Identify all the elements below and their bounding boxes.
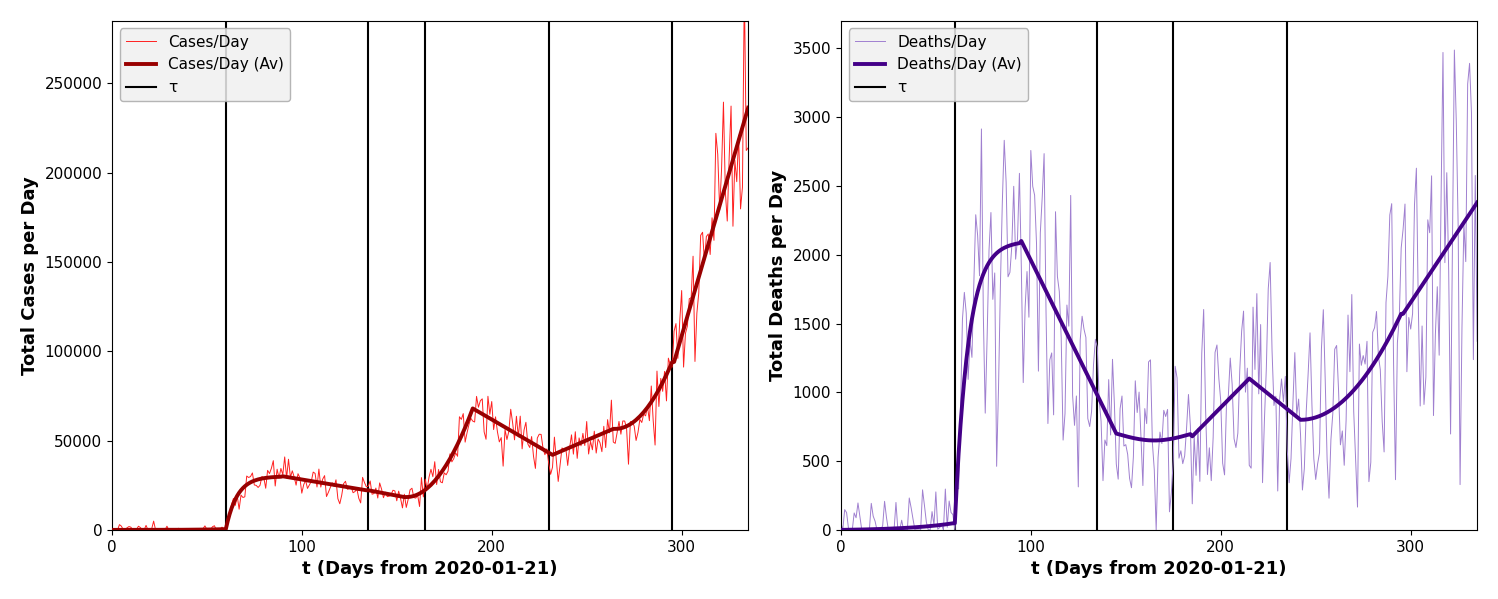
Cases/Day (Av) [623,419,641,426]
Line: Cases/Day (Av): Cases/Day (Av) [112,108,748,530]
Deaths/Day [1023,183,1041,190]
Cases/Day (Av) [103,527,121,534]
Deaths/Day [1362,459,1380,466]
Cases/Day (Av) [292,476,310,483]
Cases/Day (Av) [631,413,649,420]
Deaths/Day (Av) [831,527,849,534]
Deaths/Day (Av) [1189,427,1207,434]
Deaths/Day [974,311,992,319]
τ [945,526,963,533]
Deaths/Day (Av) [1353,377,1371,385]
Deaths/Day [1354,352,1372,359]
Deaths/Day (Av) [1360,367,1378,374]
τ [945,527,963,534]
Cases/Day [103,527,121,534]
Deaths/Day [1446,47,1464,54]
Legend: Deaths/Day, Deaths/Day (Av), τ: Deaths/Day, Deaths/Day (Av), τ [848,29,1028,101]
Deaths/Day (Av) [1468,199,1486,206]
Line: Deaths/Day (Av): Deaths/Day (Av) [840,202,1477,530]
Cases/Day (Av) [460,415,478,422]
Line: Cases/Day: Cases/Day [112,0,748,530]
Cases/Day [111,521,129,528]
Cases/Day (Av) [111,527,129,534]
Cases/Day [739,144,756,152]
Y-axis label: Total Deaths per Day: Total Deaths per Day [768,170,786,381]
Cases/Day [292,489,310,497]
Deaths/Day [831,519,849,527]
Deaths/Day [834,527,852,534]
Cases/Day (Av) [739,104,756,111]
τ [217,527,235,534]
Cases/Day (Av) [244,478,262,485]
Cases/Day [631,416,649,423]
Cases/Day [623,418,641,425]
Line: Deaths/Day: Deaths/Day [840,50,1477,530]
Deaths/Day (Av) [839,526,857,533]
Deaths/Day [1191,478,1209,485]
Y-axis label: Total Cases per Day: Total Cases per Day [21,176,39,375]
X-axis label: t (Days from 2020-01-21): t (Days from 2020-01-21) [1031,560,1287,578]
Deaths/Day [842,527,860,534]
X-axis label: t (Days from 2020-01-21): t (Days from 2020-01-21) [303,560,557,578]
Legend: Cases/Day, Cases/Day (Av), τ: Cases/Day, Cases/Day (Av), τ [120,29,291,101]
τ [217,527,235,534]
Deaths/Day (Av) [972,276,990,283]
Cases/Day [244,470,262,477]
Deaths/Day [1468,338,1486,345]
Cases/Day [460,421,478,428]
Deaths/Day (Av) [1022,256,1040,264]
